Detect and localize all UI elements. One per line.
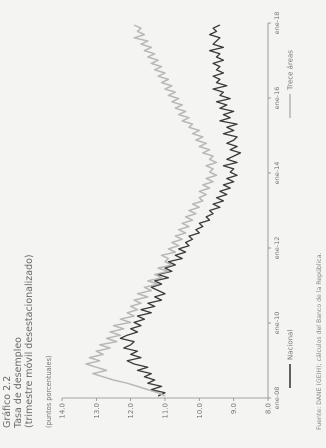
x-tick-label: ene-12 (273, 237, 281, 260)
y-tick-label: 8.0 (265, 403, 273, 414)
x-tick-label: ene-10 (273, 312, 281, 335)
x-tick-label: ene-16 (273, 87, 281, 110)
axes: 14.0 13.0 12.0 11.0 10.0 9.0 8.0 ene-08 ene-10 en… (59, 12, 282, 419)
y-tick-label: 14.0 (59, 403, 67, 419)
x-tick-label: ene-18 (273, 12, 281, 35)
source-note: Fuente: DANE (GEIH); cálculos del Banco … (316, 252, 323, 430)
legend-label: Nacional (287, 330, 295, 360)
legend: Nacional Trece áreas (287, 50, 295, 388)
series-line-nacional (119, 24, 242, 397)
x-tick-label: ene-14 (273, 162, 281, 185)
x-tick-label: ene-08 (273, 387, 281, 410)
y-tick-label: 9.0 (230, 403, 238, 414)
series-line-trece-areas (85, 24, 218, 397)
legend-label: Trece áreas (287, 50, 295, 91)
y-tick-label: 11.0 (162, 403, 170, 419)
y-tick-label: 12.0 (127, 403, 135, 419)
y-tick-label: 10.0 (196, 403, 204, 419)
y-tick-label: 13.0 (93, 403, 101, 419)
series-layer (85, 24, 242, 397)
